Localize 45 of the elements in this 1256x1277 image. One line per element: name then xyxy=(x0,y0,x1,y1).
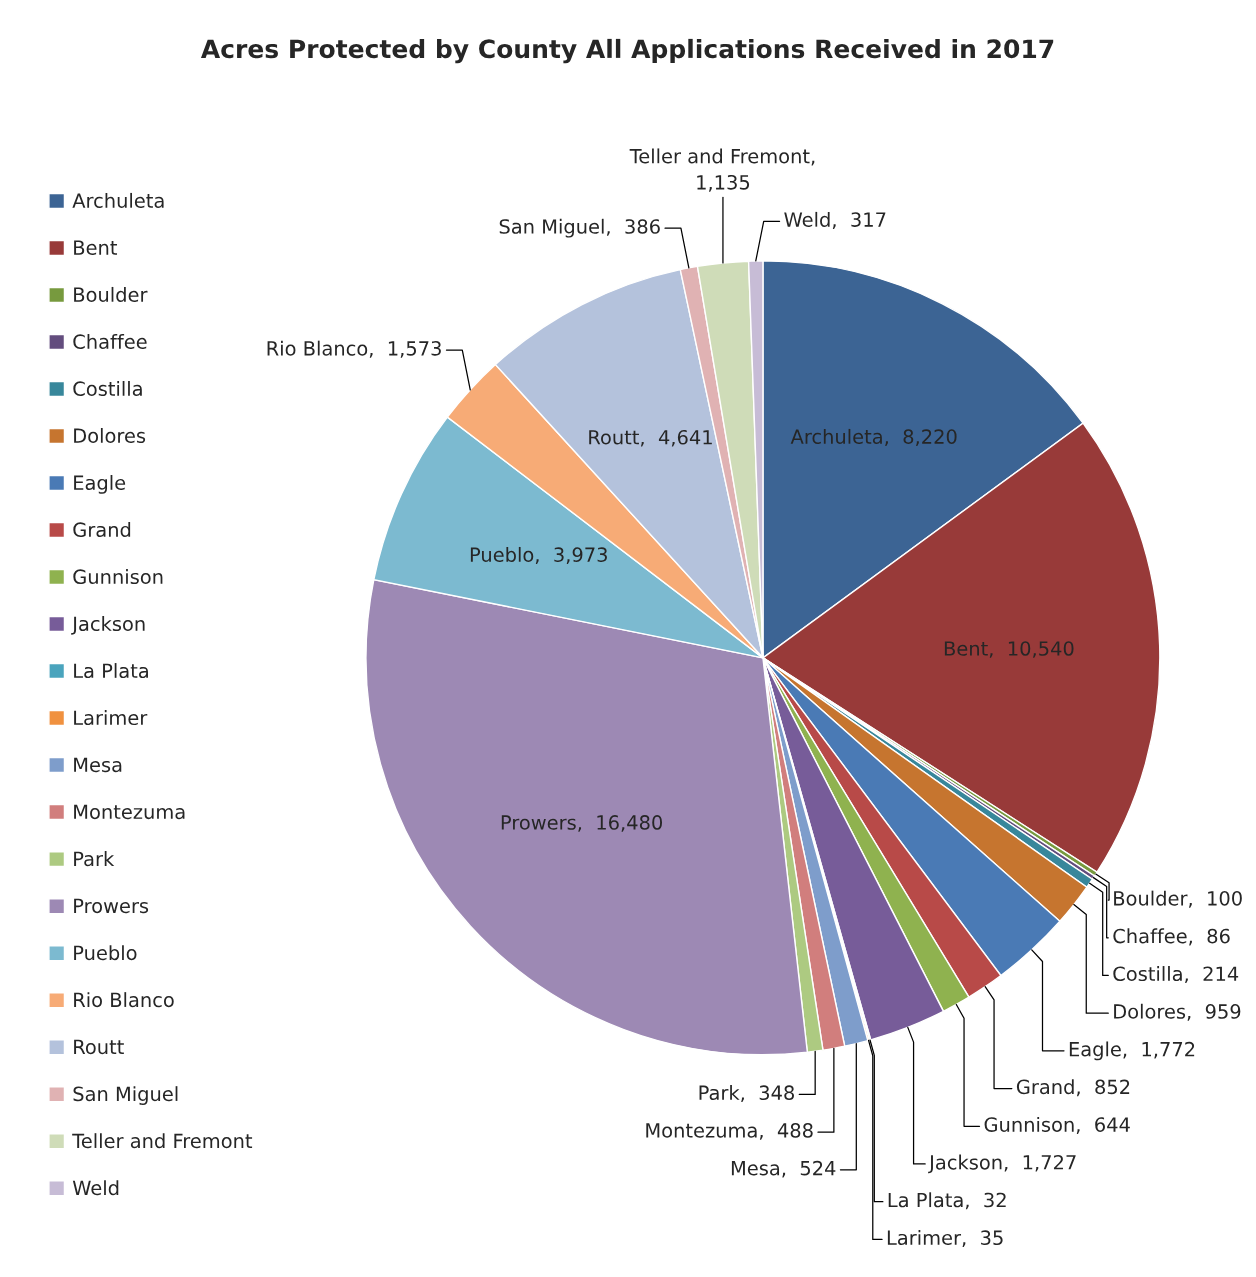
data-label: Eagle, 1,772 xyxy=(1069,1041,1195,1061)
data-label: Chaffee, 86 xyxy=(1113,928,1230,946)
data-label: Costilla, 214 xyxy=(1113,966,1239,984)
legend-label: Teller and Fremont xyxy=(72,1133,253,1149)
legend-label: Montezuma xyxy=(74,804,185,820)
data-label: Mesa, 524 xyxy=(731,1160,836,1178)
data-label: Rio Blanco, 1,573 xyxy=(267,340,441,358)
legend-label: Prowers xyxy=(74,898,149,914)
data-label: Park, 348 xyxy=(699,1085,794,1103)
data-label: Gunnison, 644 xyxy=(984,1116,1130,1134)
legend-label: Dolores xyxy=(74,427,146,444)
chart-title: Acres Protected by County All Applications Received in 2017 xyxy=(200,38,1054,64)
data-label: Larimer, 35 xyxy=(887,1229,1003,1248)
data-label: Teller and Fremont, 1,135 xyxy=(629,148,815,192)
legend-label: San Miguel xyxy=(73,1086,178,1105)
data-label: La Plata, 32 xyxy=(888,1192,1006,1210)
legend-label: Weld xyxy=(72,1180,119,1196)
data-label: Jackson, 1,727 xyxy=(928,1154,1076,1174)
data-label: Grand, 852 xyxy=(1016,1079,1130,1097)
legend-label: Jackson xyxy=(71,616,145,635)
data-label: Pueblo, 3,973 xyxy=(470,546,607,564)
legend-label: La Plata xyxy=(74,663,148,679)
data-label: Weld, 317 xyxy=(784,211,886,229)
legend-label: Larimer xyxy=(74,710,148,726)
legend-label: Routt xyxy=(74,1039,124,1055)
data-label: Dolores, 959 xyxy=(1114,1003,1241,1021)
data-label: Prowers, 16,480 xyxy=(501,815,663,832)
legend-label: Park xyxy=(74,851,115,867)
legend-label: Gunnison xyxy=(73,569,163,585)
legend-label: Boulder xyxy=(74,286,148,302)
data-label: Montezuma, 488 xyxy=(646,1123,813,1140)
data-label: Archuleta, 8,220 xyxy=(790,428,957,446)
data-label: San Miguel, 386 xyxy=(499,218,660,238)
legend-label: Rio Blanco xyxy=(74,992,174,1008)
legend-label: Chaffee xyxy=(73,333,147,350)
legend-label: Costilla xyxy=(73,380,142,397)
legend-label: Eagle xyxy=(74,475,126,494)
legend-label: Grand xyxy=(73,522,131,538)
data-label: Bent, 10,540 xyxy=(944,641,1074,658)
legend-label: Mesa xyxy=(74,757,122,773)
legend-label: Bent xyxy=(74,240,118,255)
legend-label: Archuleta xyxy=(72,192,164,208)
data-label: Boulder, 100 xyxy=(1114,890,1242,908)
legend-label: Pueblo xyxy=(74,945,137,961)
data-label: Routt, 4,641 xyxy=(589,429,712,447)
